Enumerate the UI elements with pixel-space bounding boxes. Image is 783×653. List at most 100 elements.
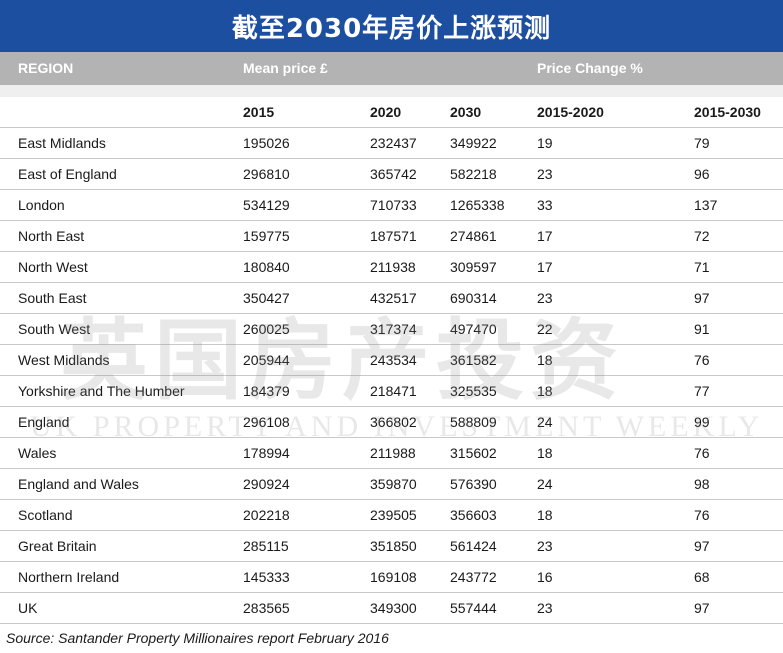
cell-price-2030: 497470 [450,321,497,337]
cell-change-2015-2020: 23 [537,600,553,616]
cell-change-2015-2020: 18 [537,507,553,523]
cell-price-2015: 184379 [243,383,290,399]
table-row: North East 159775 187571 274861 17 72 [0,221,783,252]
table-header: REGION Mean price £ Price Change % [0,52,783,85]
table-row: Northern Ireland 145333 169108 243772 16 68 [0,562,783,593]
cell-region: South East [18,290,87,306]
cell-change-2015-2030: 72 [694,228,710,244]
cell-price-2020: 218471 [370,383,417,399]
cell-price-2020: 169108 [370,569,417,585]
table-row: London 534129 710733 1265338 33 137 [0,190,783,221]
cell-price-2030: 582218 [450,166,497,182]
cell-change-2015-2030: 98 [694,476,710,492]
subheader-2020: 2020 [370,104,402,120]
cell-change-2015-2030: 76 [694,507,710,523]
cell-price-2030: 1265338 [450,197,505,213]
cell-price-2030: 690314 [450,290,497,306]
cell-change-2015-2020: 19 [537,135,553,151]
cell-change-2015-2030: 91 [694,321,710,337]
table-row: South West 260025 317374 497470 22 91 [0,314,783,345]
cell-region: Scotland [18,507,73,523]
cell-change-2015-2030: 68 [694,569,710,585]
subheader-2030: 2030 [450,104,482,120]
cell-region: West Midlands [18,352,110,368]
cell-change-2015-2030: 71 [694,259,710,275]
cell-change-2015-2020: 23 [537,166,553,182]
table-row: North West 180840 211938 309597 17 71 [0,252,783,283]
cell-price-2020: 243534 [370,352,417,368]
cell-change-2015-2030: 76 [694,352,710,368]
cell-price-2030: 243772 [450,569,497,585]
cell-price-2015: 205944 [243,352,290,368]
cell-region: North West [18,259,88,275]
cell-price-2015: 159775 [243,228,290,244]
cell-change-2015-2020: 18 [537,383,553,399]
table-row: Scotland 202218 239505 356603 18 76 [0,500,783,531]
header-separator [0,85,783,97]
cell-price-2015: 290924 [243,476,290,492]
cell-change-2015-2020: 17 [537,228,553,244]
table-row: East Midlands 195026 232437 349922 19 79 [0,128,783,159]
cell-change-2015-2020: 18 [537,445,553,461]
cell-price-2020: 432517 [370,290,417,306]
table-row: England 296108 366802 588809 24 99 [0,407,783,438]
subheader-2015: 2015 [243,104,275,120]
cell-region: North East [18,228,85,244]
cell-region: South West [18,321,91,337]
header-mean-price: Mean price £ [243,60,328,76]
cell-change-2015-2030: 97 [694,538,710,554]
cell-change-2015-2020: 24 [537,476,553,492]
cell-price-2015: 260025 [243,321,290,337]
cell-change-2015-2020: 33 [537,197,553,213]
cell-price-2015: 195026 [243,135,290,151]
cell-price-2030: 274861 [450,228,497,244]
cell-change-2015-2020: 23 [537,538,553,554]
table-row: East of England 296810 365742 582218 23 96 [0,159,783,190]
cell-price-2015: 283565 [243,600,290,616]
cell-price-2020: 232437 [370,135,417,151]
cell-price-2020: 211988 [370,445,416,461]
cell-change-2015-2020: 16 [537,569,553,585]
cell-region: England and Wales [18,476,139,492]
cell-price-2030: 356603 [450,507,497,523]
header-price-change: Price Change % [537,60,643,76]
cell-region: London [18,197,65,213]
cell-price-2030: 325535 [450,383,497,399]
cell-change-2015-2030: 79 [694,135,710,151]
cell-price-2030: 315602 [450,445,497,461]
cell-price-2020: 211938 [370,259,416,275]
cell-region: Wales [18,445,57,461]
title-bar: 截至2030年房价上涨预测 [0,0,783,52]
cell-price-2020: 317374 [370,321,417,337]
source-note: Source: Santander Property Millionaires … [6,630,389,646]
cell-change-2015-2030: 97 [694,600,710,616]
cell-region: East Midlands [18,135,106,151]
page-title: 截至2030年房价上涨预测 [231,13,552,44]
table-row: Great Britain 285115 351850 561424 23 97 [0,531,783,562]
cell-change-2015-2030: 76 [694,445,710,461]
cell-price-2015: 180840 [243,259,290,275]
table-row: Wales 178994 211988 315602 18 76 [0,438,783,469]
cell-price-2020: 710733 [370,197,417,213]
header-region: REGION [18,60,74,76]
cell-price-2020: 239505 [370,507,417,523]
cell-change-2015-2030: 96 [694,166,710,182]
table-row: England and Wales 290924 359870 576390 24 98 [0,469,783,500]
cell-price-2020: 351850 [370,538,417,554]
cell-price-2015: 178994 [243,445,290,461]
cell-price-2030: 561424 [450,538,497,554]
cell-price-2015: 296108 [243,414,290,430]
cell-price-2030: 349922 [450,135,497,151]
cell-region: East of England [18,166,117,182]
cell-price-2020: 349300 [370,600,417,616]
cell-region: Northern Ireland [18,569,120,585]
table-row: UK 283565 349300 557444 23 97 [0,593,783,624]
table-row: Yorkshire and The Humber 184379 218471 3255… [0,376,783,407]
cell-region: UK [18,600,38,616]
cell-change-2015-2020: 24 [537,414,553,430]
cell-price-2015: 202218 [243,507,290,523]
cell-price-2015: 145333 [243,569,290,585]
cell-region: England [18,414,70,430]
cell-price-2030: 557444 [450,600,497,616]
cell-change-2015-2030: 137 [694,197,718,213]
